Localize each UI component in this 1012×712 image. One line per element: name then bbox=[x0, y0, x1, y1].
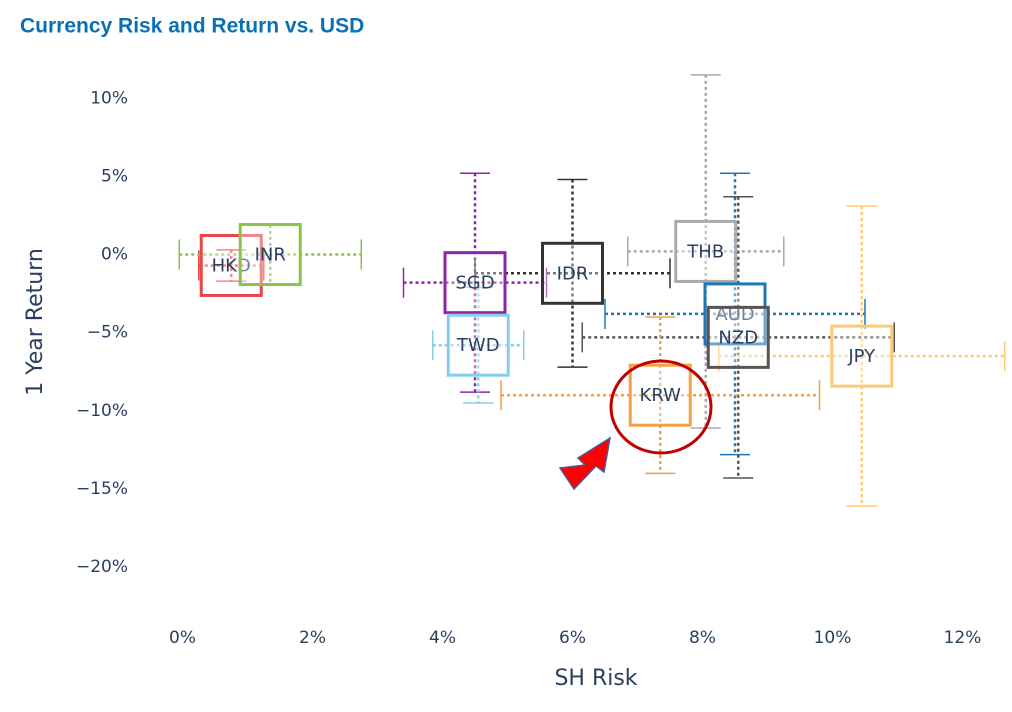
marker bbox=[703, 282, 767, 346]
point-label: INR bbox=[255, 245, 286, 266]
marker bbox=[443, 251, 507, 315]
y-tick-label: −5% bbox=[87, 323, 128, 343]
point-label: AUD bbox=[715, 304, 754, 325]
arrow bbox=[558, 436, 612, 491]
x-tick-label: 8% bbox=[689, 628, 716, 648]
marker bbox=[706, 305, 770, 369]
point-label: JPY bbox=[847, 346, 876, 367]
marker bbox=[628, 363, 692, 427]
highlight-circle bbox=[609, 359, 713, 455]
marker bbox=[830, 324, 894, 388]
y-tick-label: 5% bbox=[101, 166, 128, 186]
x-tick-label: 6% bbox=[559, 628, 586, 648]
x-tick-label: 4% bbox=[429, 628, 456, 648]
x-axis-title: SH Risk bbox=[554, 666, 637, 691]
point-label: TWD bbox=[456, 335, 500, 356]
point-label: THB bbox=[686, 241, 724, 262]
y-tick-label: 0% bbox=[101, 245, 128, 265]
marker bbox=[446, 313, 510, 377]
plot-area: 0% 2% 4% 6% 8% 10% 12%10%5%0%−5%−10%−15%−20%HK… bbox=[76, 74, 1006, 648]
point-label: SGD bbox=[455, 273, 494, 294]
marker bbox=[541, 241, 604, 305]
y-tick-label: −10% bbox=[76, 401, 128, 421]
point-label: IDR bbox=[557, 263, 589, 284]
y-axis-title: 1 Year Return bbox=[23, 248, 48, 396]
x-tick-label: 2% bbox=[299, 628, 326, 648]
chart-title: Currency Risk and Return vs. USD bbox=[20, 15, 364, 38]
x-tick-label: 0% bbox=[169, 628, 196, 648]
annotations bbox=[558, 359, 713, 491]
marker bbox=[674, 219, 738, 283]
y-tick-label: −15% bbox=[76, 479, 128, 499]
y-tick-label: −20% bbox=[76, 557, 128, 577]
x-tick-label: 10% bbox=[814, 628, 852, 648]
marker bbox=[238, 223, 302, 287]
x-tick-label: 12% bbox=[944, 628, 982, 648]
point-label: NZD bbox=[718, 327, 758, 348]
point-label: KRW bbox=[640, 385, 682, 406]
y-tick-label: 10% bbox=[90, 88, 128, 108]
